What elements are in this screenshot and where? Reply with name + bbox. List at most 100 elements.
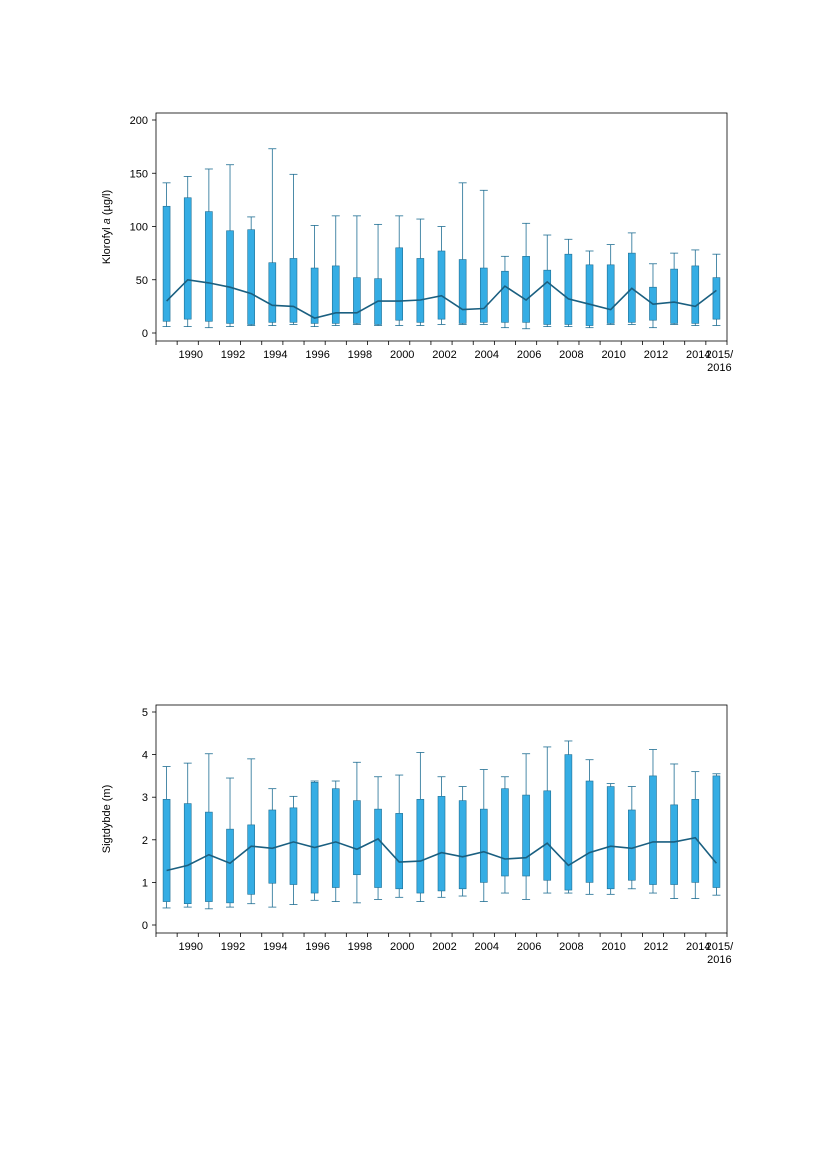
box (628, 809, 636, 881)
box (374, 808, 382, 888)
box (712, 277, 721, 320)
x-tick-label: 2010 (601, 941, 625, 953)
box (437, 796, 446, 892)
x-tick-label: 2006 (517, 349, 541, 361)
x-tick-label-line: 2004 (475, 941, 499, 953)
x-tick-label: 2002 (432, 349, 456, 361)
y-tick-label: 3 (142, 792, 148, 804)
x-tick-label: 2015/2016 (706, 941, 734, 966)
x-tick-label-line: 1992 (221, 349, 245, 361)
x-tick-label: 2012 (644, 941, 668, 953)
box (353, 800, 361, 876)
box (522, 256, 530, 323)
box (226, 828, 234, 904)
box (501, 788, 509, 877)
x-tick-label-line: 2006 (517, 941, 541, 953)
box (247, 229, 255, 325)
y-axis-label-main: Sigtdybde (m) (101, 785, 113, 853)
x-tick-label-line: 1990 (178, 349, 202, 361)
box (479, 267, 488, 323)
x-tick-label-line: 2012 (644, 941, 668, 953)
box (564, 754, 573, 891)
x-tick-label-line: 2004 (475, 349, 499, 361)
x-tick-label: 1996 (305, 941, 329, 953)
x-tick-label-line: 1996 (305, 349, 329, 361)
x-tick-label-line: 1994 (263, 349, 287, 361)
box (289, 807, 298, 885)
chlorophyll-chart: 0 50 100 150 200 1990 1992 1994 1996 1998 2000 2002… (101, 112, 734, 374)
x-tick-label-line: 2008 (559, 349, 583, 361)
box (585, 780, 594, 883)
x-tick-label-line: 1992 (221, 941, 245, 953)
box (458, 800, 467, 890)
box (289, 258, 298, 323)
x-tick-label-line: 2010 (601, 941, 625, 953)
x-tick-label-line: 2016 (707, 954, 731, 966)
box (310, 267, 319, 324)
box (670, 268, 678, 324)
x-tick-label: 1996 (305, 349, 329, 361)
x-tick-label: 2008 (559, 941, 583, 953)
y-tick-label: 4 (142, 750, 148, 762)
x-tick-label: 1998 (348, 349, 372, 361)
box (353, 277, 361, 324)
x-tick-label-line: 2008 (559, 941, 583, 953)
x-tick-label: 2008 (559, 349, 583, 361)
y-tick-label: 150 (130, 168, 148, 180)
x-tick-label: 1998 (348, 941, 372, 953)
box (183, 803, 192, 905)
x-tick-label: 2004 (475, 941, 499, 953)
x-tick-label: 2000 (390, 349, 414, 361)
box (479, 808, 488, 883)
y-tick-label: 0 (142, 328, 148, 340)
y-tick-label: 100 (130, 222, 148, 234)
box (268, 262, 277, 323)
x-tick-label: 2006 (517, 941, 541, 953)
x-tick-label-line: 1998 (348, 941, 372, 953)
x-tick-label-line: 2014 (686, 941, 710, 953)
x-tick-label: 1994 (263, 941, 287, 953)
y-axis-label: Sigtdybde (m) (101, 785, 113, 853)
box (437, 250, 446, 320)
x-tick-label: 1990 (178, 349, 202, 361)
x-tick-label-line: 2002 (432, 349, 456, 361)
x-tick-label-line: 1998 (348, 349, 372, 361)
box (543, 269, 552, 325)
y-tick-label: 0 (142, 920, 148, 932)
box (458, 259, 467, 324)
x-tick-label: 1990 (178, 941, 202, 953)
x-tick-label: 2010 (601, 349, 625, 361)
box (310, 781, 319, 894)
median-line (166, 278, 717, 319)
x-tick-label: 2014 (686, 349, 710, 361)
box (649, 775, 657, 885)
y-tick-label: 2 (142, 835, 148, 847)
box (501, 270, 509, 323)
x-tick-label-line: 2000 (390, 941, 414, 953)
x-tick-label-line: 2002 (432, 941, 456, 953)
secchi-depth-chart: 0 1 2 3 4 5 1990 1992 1994 1996 1998 2000 2002 2004 20… (101, 704, 734, 966)
x-tick-label: 1992 (221, 941, 245, 953)
box (331, 265, 340, 324)
y-tick-label: 5 (142, 707, 148, 719)
x-tick-label: 1994 (263, 349, 287, 361)
box (522, 794, 530, 877)
x-tick-label-line: 2016 (707, 362, 731, 374)
y-tick-label: 50 (136, 275, 148, 287)
box (247, 824, 255, 895)
x-tick-label: 2012 (644, 349, 668, 361)
x-tick-label-line: 2015/ (706, 941, 734, 953)
x-tick-label-line: 2012 (644, 349, 668, 361)
box (331, 788, 340, 888)
box (564, 253, 573, 325)
box (712, 775, 721, 888)
x-tick-label-line: 1994 (263, 941, 287, 953)
x-tick-label-line: 2010 (601, 349, 625, 361)
box (183, 197, 192, 320)
y-axis-label-italic: a (101, 218, 113, 224)
x-tick-label: 2015/2016 (706, 349, 734, 374)
y-tick-label: 200 (130, 115, 148, 127)
box (395, 247, 404, 321)
x-tick-label-line: 1990 (178, 941, 202, 953)
y-axis-label-main: Klorofyl (101, 224, 113, 264)
